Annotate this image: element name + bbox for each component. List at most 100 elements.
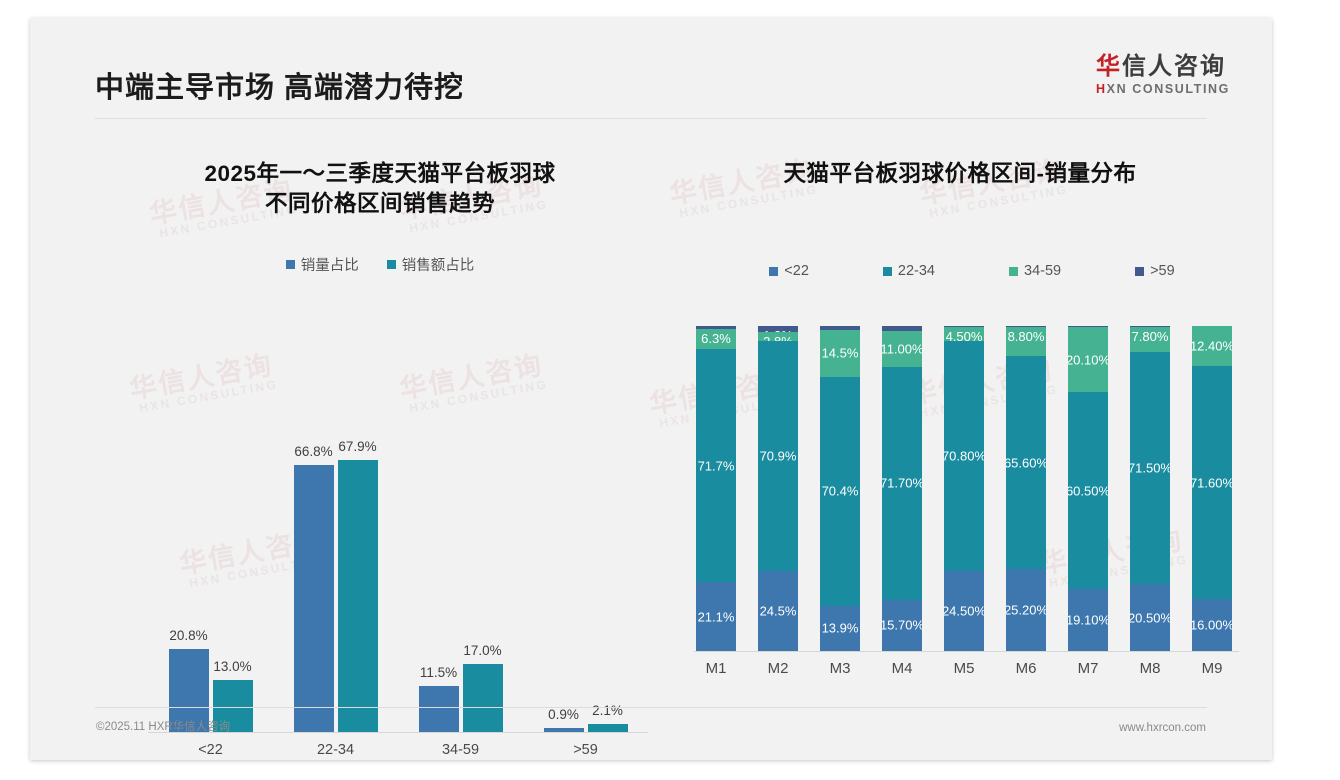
stacked-bar-segment[interactable]: 8.80% — [1006, 327, 1046, 356]
legend-item[interactable]: <22 — [769, 263, 809, 279]
segment-value-label: 0.9% — [701, 328, 731, 329]
segment-value-label: 71.60% — [1192, 475, 1232, 491]
stacked-bar-segment[interactable]: 24.50% — [944, 571, 984, 651]
segment-value-label: 15.70% — [882, 617, 922, 633]
bar-column[interactable]: 20.8% — [168, 628, 209, 732]
stacked-bar-column[interactable]: 16.00% 71.60% 12.40% — [1192, 326, 1232, 651]
category-name: 22-34 — [316, 742, 355, 758]
stacked-bar-segment[interactable]: 0.20% — [944, 326, 984, 327]
bar[interactable] — [418, 686, 459, 732]
x-axis-category-label: >59(高价位) — [523, 740, 648, 760]
logo-en-red: H — [1096, 82, 1107, 97]
legend-item[interactable]: 22-34 — [882, 263, 935, 280]
stacked-bar-column[interactable]: 13.9% 70.4% 14.5% 1.2% — [820, 326, 860, 651]
stacked-bar-column[interactable]: 19.10% 60.50% 20.10% 0.30% — [1068, 326, 1108, 651]
footer-divider — [95, 707, 1207, 708]
stacked-bar-column[interactable]: 15.70% 71.70% 11.00% 1.60% — [882, 326, 922, 651]
stacked-bar-segment[interactable]: 12.40% — [1192, 326, 1232, 367]
stacked-bar-segment[interactable]: 19.10% — [1068, 588, 1108, 651]
grouped-bar-plot-area: 20.8% 13.0% 66.8% 67.9% 11.5% 17.0% 0.9% 2.1% — [148, 432, 648, 732]
stacked-bar-segment[interactable]: 16.00% — [1192, 599, 1232, 651]
stacked-bar-segment[interactable]: 70.4% — [820, 377, 860, 606]
legend-item[interactable]: 销售额占比 — [386, 254, 474, 275]
legend-swatch-icon — [1135, 266, 1145, 276]
stacked-bar-segment[interactable]: 6.3% — [696, 328, 736, 350]
slide-canvas: 华信人咨询 HXN CONSULTING 华信人咨询 HXN CONSULTING … — [30, 18, 1272, 760]
stacked-bar-column[interactable]: 21.1% 71.7% 6.3%0.9% — [696, 326, 736, 651]
bar[interactable] — [543, 728, 584, 732]
segment-value-label: 21.1% — [697, 609, 735, 625]
stacked-bar-segment[interactable]: 65.60% — [1006, 355, 1046, 570]
stacked-bar-segment[interactable]: 71.50% — [1130, 352, 1170, 585]
x-axis-category-label: M7 — [1077, 660, 1099, 677]
bar-column[interactable]: 0.9% — [543, 707, 584, 732]
stacked-bar-segment[interactable]: 0.9% — [696, 326, 736, 329]
stacked-bar-segment[interactable]: 4.50% — [944, 326, 984, 342]
stacked-bar-segment[interactable]: 7.80% — [1130, 326, 1170, 352]
bar[interactable] — [168, 648, 209, 732]
stacked-bar-segment[interactable]: 11.00% — [882, 331, 922, 367]
segment-value-label: 70.4% — [821, 483, 859, 499]
chart-panel-left: 2025年一～三季度天猫平台板羽球 不同价格区间销售趋势 销量占比 销售额占比 … — [90, 136, 670, 758]
stacked-bar-segment[interactable]: 60.50% — [1068, 392, 1108, 589]
x-axis-category-label: M1 — [705, 660, 727, 677]
segment-value-label: 60.50% — [1068, 483, 1108, 499]
footer-website[interactable]: www.hxrcon.com — [1119, 722, 1206, 734]
stacked-bar-column[interactable]: 20.50%71.50%7.80%0.10% — [1130, 326, 1170, 651]
stacked-bar-segment[interactable]: 20.10% — [1068, 327, 1108, 393]
bar-column[interactable]: 67.9% — [337, 439, 378, 732]
segment-value-label: 4.50% — [945, 328, 983, 342]
bar-column[interactable]: 2.1% — [587, 703, 628, 732]
stacked-bar-segment[interactable]: 0.30% — [1068, 326, 1108, 327]
bar[interactable] — [212, 680, 253, 732]
stacked-bar-segment[interactable]: 1.8% — [758, 326, 798, 332]
bar-column[interactable]: 11.5% — [418, 665, 459, 732]
stacked-bar-segment[interactable]: 1.2% — [820, 326, 860, 330]
segment-value-label: 25.20% — [1006, 602, 1046, 618]
stacked-bar-segment[interactable]: 15.70% — [882, 599, 922, 651]
stacked-bar-segment[interactable]: 1.60% — [882, 326, 922, 332]
segment-value-label: 7.80% — [1131, 328, 1169, 344]
stacked-bar-segment[interactable]: 71.70% — [882, 366, 922, 600]
x-axis-category-label: M5 — [953, 660, 975, 677]
right-chart-title: 天猫平台板羽球价格区间-销量分布 — [680, 136, 1240, 189]
bar-value-label: 2.1% — [592, 702, 623, 718]
right-chart-title-line1: 天猫平台板羽球价格区间-销量分布 — [783, 161, 1137, 186]
logo-en-rest: XN CONSULTING — [1106, 82, 1230, 97]
bar[interactable] — [293, 464, 334, 732]
stacked-bar-segment[interactable]: 21.1% — [696, 582, 736, 651]
stacked-bar-segment[interactable]: 24.5% — [758, 571, 798, 651]
legend-item[interactable]: 34-59 — [1009, 263, 1061, 279]
bar[interactable] — [462, 664, 503, 732]
bar[interactable] — [337, 460, 378, 732]
stacked-bar-segment[interactable]: 71.60% — [1192, 366, 1232, 599]
stacked-bar-segment[interactable]: 0.30% — [1006, 326, 1046, 328]
stacked-bar-segment[interactable]: 2.8% — [758, 331, 798, 341]
segment-value-label: 20.50% — [1130, 610, 1170, 626]
stacked-bar-segment[interactable]: 25.20% — [1006, 569, 1046, 651]
bar-value-label: 17.0% — [463, 643, 502, 658]
bar-column[interactable]: 13.0% — [212, 659, 253, 732]
stacked-bar-column[interactable]: 24.50% 70.80% 4.50%0.20% — [944, 326, 984, 651]
left-chart-title-line2: 不同价格区间销售趋势 — [264, 191, 495, 217]
stacked-bar-segment[interactable]: 20.50% — [1130, 584, 1170, 651]
stacked-bar-segment[interactable]: 70.9% — [758, 340, 798, 572]
slide-header: 中端主导市场 高端潜力待挖 华信人咨询 HXN CONSULTING — [30, 18, 1272, 120]
bar-column[interactable]: 66.8% — [293, 444, 334, 732]
stacked-bar-segment[interactable]: 14.5% — [820, 329, 860, 378]
stacked-bar-segment[interactable]: 13.9% — [820, 605, 860, 651]
stacked-bar-column[interactable]: 24.5% 70.9% 2.8% 1.8% — [758, 326, 798, 651]
bar-value-label: 13.0% — [213, 659, 252, 674]
x-axis-category-label: 34-59(中高价位) — [398, 740, 523, 760]
bar-column[interactable]: 17.0% — [462, 643, 503, 732]
legend-swatch-icon — [285, 259, 295, 269]
legend-item[interactable]: 销量占比 — [285, 254, 359, 275]
stacked-bar-segment[interactable]: 71.7% — [696, 349, 736, 583]
bar[interactable] — [587, 723, 628, 732]
stacked-bar-chart: 21.1% 71.7% 6.3%0.9% 24.5% 70.9% 2.8% 1.8% 13.9… — [694, 326, 1239, 681]
legend-label: <22 — [784, 263, 809, 280]
stacked-bar-segment[interactable]: 70.80% — [944, 341, 984, 572]
legend-label: 22-34 — [897, 263, 935, 280]
legend-item[interactable]: >59 — [1135, 263, 1175, 279]
stacked-bar-column[interactable]: 25.20% 65.60% 8.80%0.30% — [1006, 326, 1046, 651]
